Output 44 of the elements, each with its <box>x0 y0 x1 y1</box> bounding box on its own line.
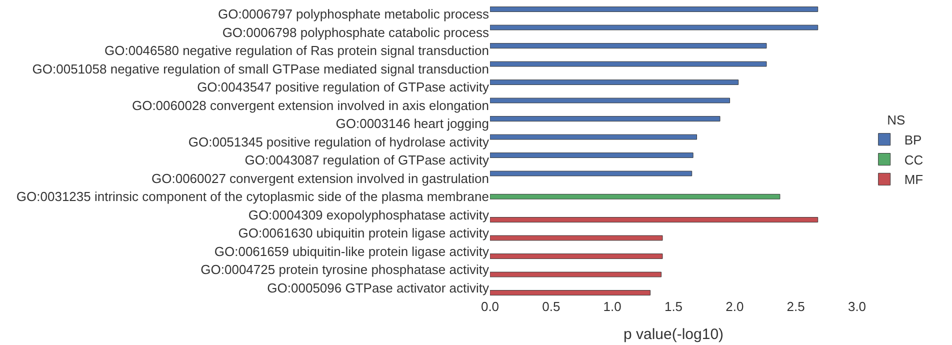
x-tick-label: 1.0 <box>603 299 622 314</box>
legend-label: BP <box>904 132 922 148</box>
x-tick-label: 0.0 <box>480 299 500 314</box>
y-tick-label: GO:0061659 ubiquitin-like protein ligase activity <box>214 244 490 259</box>
y-tick-label: GO:0060027 convergent extension involved in gastrulation <box>152 170 489 186</box>
y-tick-label: GO:0003146 heart jogging <box>336 116 489 132</box>
bar <box>490 6 818 12</box>
bar <box>490 61 767 67</box>
x-tick-label: 2.0 <box>726 299 744 314</box>
y-tick-label: GO:0061630 ubiquitin protein ligase activity <box>238 226 490 241</box>
bar <box>490 194 780 200</box>
bar <box>490 254 663 259</box>
bar <box>490 272 662 278</box>
y-tick-label: GO:0051058 negative regulation of small GTPase mediated signal transduction <box>32 61 489 76</box>
y-tick-label: GO:0043547 positive regulation of GTPase activity <box>197 80 490 95</box>
y-tick-label: GO:0006797 polyphosphate metabolic process <box>218 6 490 22</box>
x-tick-label: 1.5 <box>664 299 683 314</box>
bar <box>490 43 767 48</box>
bar <box>490 134 697 140</box>
y-tick-label: GO:0031235 intrinsic component of the cytoplasmic side of the plasma membrane <box>16 189 489 204</box>
y-tick-label: GO:0004725 protein tyrosine phosphatase activity <box>200 262 490 278</box>
bar <box>490 290 651 296</box>
y-tick-label: GO:0005096 GTPase activator activity <box>267 280 490 296</box>
legend-label: CC <box>904 152 924 168</box>
x-tick-label: 2.5 <box>786 299 805 314</box>
bar <box>490 217 818 222</box>
y-tick-label: GO:0006798 polyphosphate catabolic process <box>222 24 490 40</box>
bar <box>490 80 739 85</box>
x-tick-label: 3.0 <box>848 299 866 314</box>
bar <box>490 170 692 176</box>
y-tick-label: GO:0051345 positive regulation of hydrolase activity <box>188 134 490 150</box>
bar <box>490 98 730 104</box>
legend-title: NS <box>887 112 906 128</box>
y-tick-label: GO:0060028 convergent extension involved in axis elongation <box>132 98 489 113</box>
y-tick-label: GO:0043087 regulation of GTPase activity <box>244 152 490 168</box>
bar <box>490 24 818 30</box>
y-tick-label: GO:0046580 negative regulation of Ras protein signal transduction <box>104 43 489 58</box>
legend-label: MF <box>904 172 924 188</box>
y-tick-label: GO:0004309 exopolyphosphatase activity <box>248 207 490 222</box>
bar <box>490 152 694 158</box>
x-axis-title: p value(-log10) <box>623 326 724 343</box>
bar <box>490 235 663 241</box>
bar <box>490 116 720 122</box>
x-tick-label: 0.5 <box>542 299 560 314</box>
